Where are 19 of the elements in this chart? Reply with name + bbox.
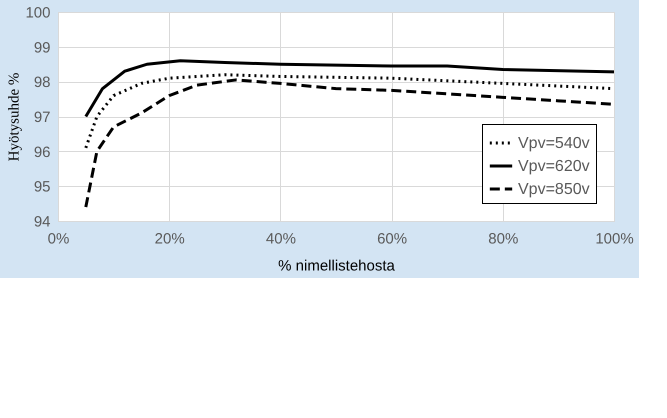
line-series xyxy=(84,59,616,118)
y-tick-label: 94 xyxy=(34,214,50,230)
x-tick-label: 60% xyxy=(377,230,408,248)
y-tick-label: 99 xyxy=(34,39,50,56)
x-tick-label: 80% xyxy=(488,230,518,248)
y-tick-label: 98 xyxy=(34,74,50,92)
x-tick-label: 100% xyxy=(595,230,634,248)
y-tick-label: 100 xyxy=(25,4,50,22)
y-tick-label: 97 xyxy=(34,109,50,126)
y-tick-label: 95 xyxy=(34,178,50,196)
x-tick-label: 0% xyxy=(48,230,70,248)
x-tick-label: 40% xyxy=(266,230,296,248)
y-axis-title: Hyötysuhde % xyxy=(6,72,22,162)
y-tick-label: 96 xyxy=(34,144,50,161)
x-tick-label: 20% xyxy=(154,230,185,248)
legend-label: Vpv=620v xyxy=(518,158,590,175)
legend-label: Vpv=540v xyxy=(518,135,590,152)
legend-label: Vpv=850v xyxy=(518,181,590,198)
x-axis-title: % nimellistehosta xyxy=(278,258,396,274)
